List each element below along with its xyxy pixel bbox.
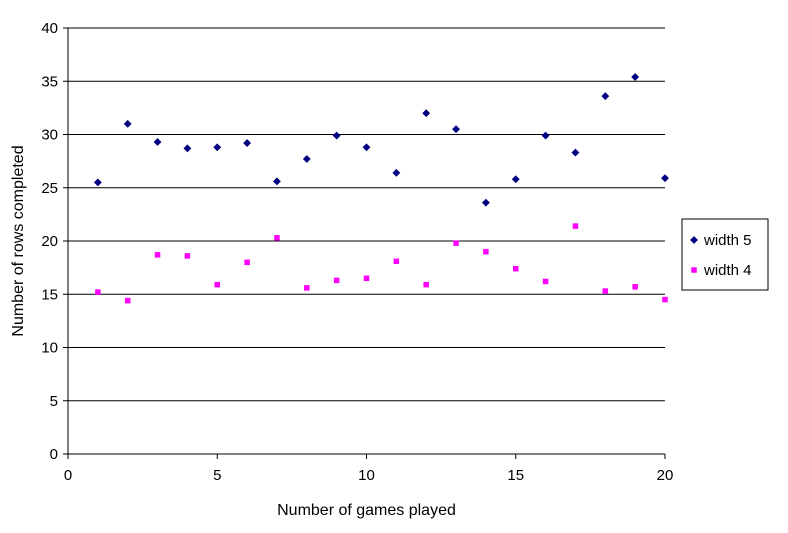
- data-point: [244, 259, 250, 266]
- plot-area: 0 5 10 15 20 25 30 35 40 0 5 10 15 20: [41, 20, 673, 484]
- legend-entry: width 4: [691, 262, 752, 279]
- data-point: [304, 285, 310, 291]
- data-point: [392, 168, 401, 177]
- data-point: [661, 174, 669, 183]
- data-point: [274, 235, 280, 241]
- data-point: [362, 143, 371, 152]
- data-point: [154, 252, 161, 258]
- data-point: [511, 175, 520, 184]
- data-point: [602, 288, 609, 294]
- y-tick-label: 15: [41, 286, 58, 303]
- y-tick-label: 25: [41, 180, 58, 197]
- data-point: [631, 73, 640, 81]
- data-point: [302, 155, 311, 163]
- data-point: [393, 258, 400, 264]
- data-point: [213, 143, 222, 152]
- data-point: [571, 148, 580, 157]
- y-axis-ticks: 0 5 10 15 20 25 30 35 40: [41, 20, 68, 463]
- data-point: [481, 198, 490, 207]
- data-point: [422, 109, 431, 118]
- x-axis-title: Number of games played: [277, 502, 456, 519]
- x-tick-label: 5: [213, 467, 221, 484]
- gridlines: [68, 27, 665, 402]
- data-point: [541, 131, 550, 140]
- x-axis-ticks: 0 5 10 15 20: [64, 454, 674, 484]
- data-point: [363, 275, 370, 282]
- y-axis-title: Number of rows completed: [10, 145, 27, 336]
- data-point: [452, 125, 460, 134]
- data-point: [123, 119, 132, 128]
- data-point: [273, 177, 281, 186]
- data-point: [601, 92, 610, 101]
- data-point: [542, 278, 549, 285]
- x-tick-label: 15: [507, 467, 524, 484]
- y-tick-label: 0: [50, 446, 58, 463]
- y-tick-label: 40: [41, 20, 58, 37]
- data-point: [184, 253, 191, 259]
- data-point: [153, 138, 162, 146]
- legend-marker: [691, 267, 697, 273]
- y-tick-label: 5: [50, 393, 58, 410]
- data-point: [93, 178, 102, 187]
- x-tick-label: 10: [358, 467, 375, 484]
- legend-label: width 5: [703, 232, 752, 249]
- legend-box: [681, 218, 769, 291]
- legend-entry: width 5: [690, 232, 752, 249]
- series-width-4: [95, 223, 668, 304]
- data-point: [513, 265, 519, 272]
- y-tick-label: 35: [41, 73, 58, 90]
- data-point: [214, 281, 220, 288]
- data-point: [332, 131, 341, 140]
- series-width-5: [93, 73, 669, 207]
- data-point: [243, 139, 252, 147]
- data-point: [333, 277, 340, 284]
- x-tick-label: 20: [657, 467, 674, 484]
- y-tick-label: 30: [41, 127, 58, 144]
- legend-label: width 4: [703, 262, 752, 279]
- data-point: [453, 240, 459, 246]
- data-point: [662, 296, 668, 303]
- x-tick-label: 0: [64, 467, 72, 484]
- data-point: [483, 248, 489, 255]
- y-tick-label: 10: [41, 340, 58, 357]
- y-tick-label: 20: [41, 233, 58, 250]
- legend-marker: [690, 236, 698, 244]
- legend: width 5 width 4: [681, 218, 769, 291]
- data-point: [632, 284, 638, 290]
- data-point: [183, 144, 192, 153]
- legend-items: width 5 width 4: [690, 232, 752, 279]
- series-layer: [93, 73, 669, 304]
- data-point: [95, 289, 101, 295]
- data-point: [572, 223, 579, 229]
- data-point: [124, 297, 131, 304]
- data-point: [423, 281, 429, 288]
